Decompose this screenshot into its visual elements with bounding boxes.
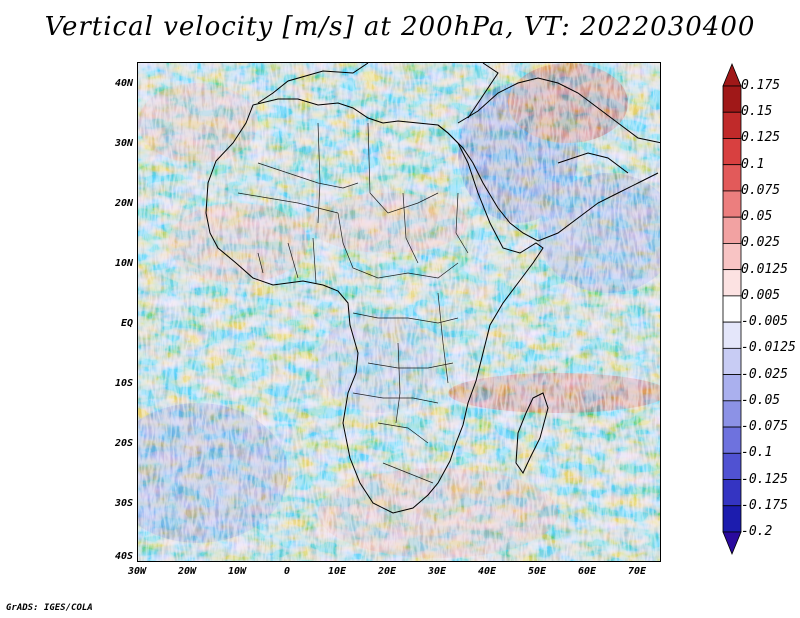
- lat-label-30s: 30S: [114, 498, 133, 509]
- lat-label-10n: 10N: [114, 258, 133, 269]
- lon-label-30e: 30E: [427, 566, 447, 577]
- colorbar-swatch: [722, 505, 742, 533]
- lat-label-eq: EQ: [120, 318, 133, 329]
- colorbar-tick-label: 0.05: [741, 209, 773, 225]
- colorbar-swatch: [722, 269, 742, 297]
- levant-coast: [467, 63, 499, 119]
- middle-east-coast: [457, 77, 660, 144]
- colorbar-tick-label: -0.005: [741, 314, 788, 330]
- colorbar-swatch: [722, 243, 742, 271]
- colorbar-tick-label: -0.05: [741, 392, 781, 408]
- colorbar-bottom-arrow: [722, 531, 742, 556]
- lon-label-30w: 30W: [127, 566, 147, 577]
- mediterranean-coast-west: [257, 63, 369, 104]
- colorbar-tick-label: 0.005: [741, 287, 781, 303]
- colorbar-tick-label: 0.1: [741, 156, 765, 172]
- colorbar-swatch: [722, 426, 742, 454]
- coastlines: [205, 63, 660, 514]
- lon-label-40e: 40E: [477, 566, 497, 577]
- colorbar-swatch: [722, 164, 742, 192]
- colorbar-swatch: [722, 216, 742, 244]
- lon-label-20w: 20W: [177, 566, 197, 577]
- colorbar-tick-label: -0.1: [741, 445, 773, 461]
- lat-label-30n: 30N: [114, 138, 133, 149]
- colorbar-swatch: [722, 479, 742, 507]
- madagascar-outline: [515, 392, 549, 474]
- africa-outline: [205, 98, 544, 514]
- colorbar-swatch: [722, 452, 742, 480]
- lat-label-40n: 40N: [114, 78, 133, 89]
- colorbar-tick-label: 0.175: [741, 78, 781, 93]
- colorbar-swatch: [722, 347, 742, 375]
- colorbar-tick-label: 0.025: [741, 235, 781, 251]
- persian-gulf: [557, 152, 629, 174]
- lon-label-70e: 70E: [627, 566, 647, 577]
- map-title: Vertical velocity [m/s] at 200hPa, VT: 2…: [44, 12, 756, 42]
- lat-label-20s: 20S: [114, 438, 133, 449]
- colorbar-top-arrow: [722, 62, 742, 87]
- lon-label-60e: 60E: [577, 566, 597, 577]
- colorbar-tick-label: -0.125: [741, 471, 788, 487]
- white-contour-streaks: [138, 63, 660, 561]
- vertical-velocity-map: [137, 62, 661, 562]
- colorbar-tick-label: -0.2: [741, 524, 773, 539]
- lon-label-20e: 20E: [377, 566, 397, 577]
- lat-label-10s: 10S: [114, 378, 133, 389]
- colorbar-tick-label: 0.15: [741, 104, 773, 120]
- colorbar-swatch: [722, 111, 742, 139]
- lon-label-10e: 10E: [327, 566, 347, 577]
- lat-label-40s: 40S: [114, 551, 133, 562]
- colorbar: [722, 62, 742, 556]
- map-canvas: [138, 63, 660, 561]
- colorbar-swatch: [722, 138, 742, 166]
- colorbar-tick-label: 0.075: [741, 182, 781, 198]
- lon-label-0: 0: [283, 566, 291, 577]
- colorbar-tick-label: -0.025: [741, 366, 788, 382]
- colorbar-swatch: [722, 321, 742, 349]
- colorbar-tick-label: 0.0125: [741, 261, 788, 277]
- colorbar-tick-label: -0.175: [741, 497, 788, 513]
- country-borders: [237, 122, 469, 484]
- colorbar-tick-label: 0.125: [741, 130, 781, 146]
- colorbar-swatch: [722, 190, 742, 218]
- colorbar-swatch: [722, 85, 742, 113]
- lon-label-50e: 50E: [527, 566, 547, 577]
- colorbar-swatch: [722, 400, 742, 428]
- colorbar-tick-label: -0.0125: [741, 340, 796, 356]
- lon-label-10w: 10W: [227, 566, 247, 577]
- red-sea-arabia-coast: [437, 124, 659, 242]
- colorbar-tick-label: -0.075: [741, 419, 788, 435]
- lat-label-20n: 20N: [114, 198, 133, 209]
- colorbar-swatch: [722, 295, 742, 323]
- grads-credit: GrADS: IGES/COLA: [6, 603, 93, 613]
- colorbar-swatch: [722, 374, 742, 402]
